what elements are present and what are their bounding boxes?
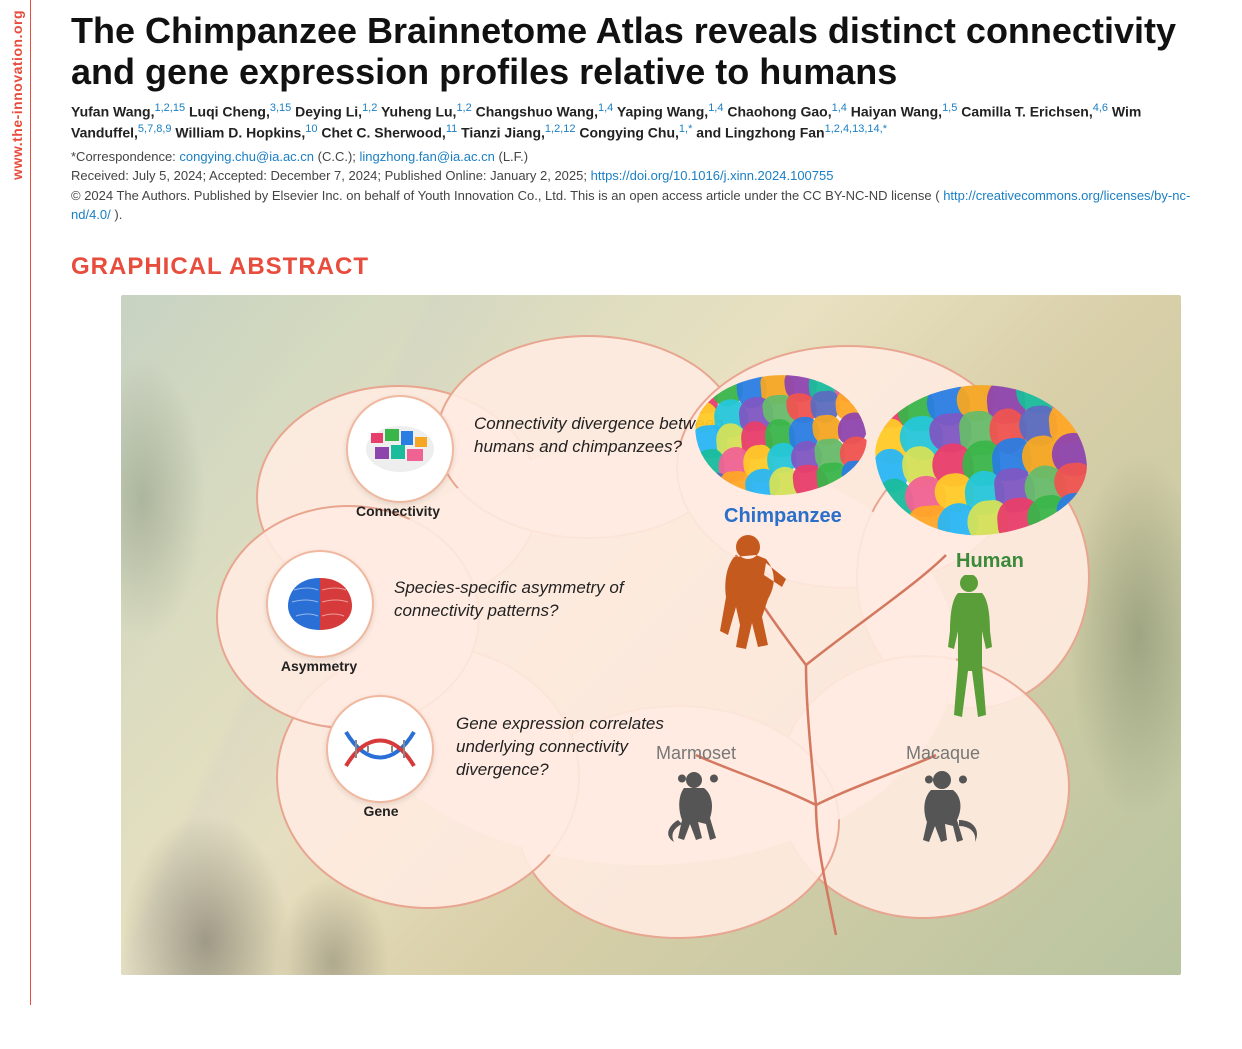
- chimpanzee-silhouette: [706, 535, 796, 655]
- article-page: www.the-innovation.org The Chimpanzee Br…: [30, 0, 1242, 1005]
- correspondence-line: *Correspondence: congying.chu@ia.ac.cn (…: [71, 147, 1212, 167]
- correspondence-email-2[interactable]: lingzhong.fan@ia.ac.cn: [360, 149, 495, 164]
- author-list: Yufan Wang,1,2,15 Luqi Cheng,3,15 Deying…: [71, 101, 1212, 143]
- gene-icon-circle: [326, 695, 434, 803]
- chimp-brain-parcellation: [691, 368, 871, 502]
- correspondence-email-1[interactable]: congying.chu@ia.ac.cn: [179, 149, 314, 164]
- correspondence-mid-2: (L.F.): [499, 149, 529, 164]
- journal-url-vertical[interactable]: www.the-innovation.org: [9, 10, 25, 180]
- copyright-suffix: ).: [114, 207, 122, 222]
- graphical-abstract-figure: Connectivity Connectivity divergence bet…: [121, 295, 1181, 975]
- human-label: Human: [956, 550, 1024, 573]
- asymmetry-question: Species-specific asymmetry of connectivi…: [394, 577, 644, 623]
- marmoset-silhouette: [666, 770, 736, 850]
- marmoset-label: Marmoset: [656, 743, 736, 764]
- asymmetry-brain-icon: [280, 572, 360, 636]
- dna-icon: [338, 722, 422, 776]
- connectivity-icon-circle: [346, 395, 454, 503]
- human-brain-parcellation: [870, 376, 1092, 544]
- copyright-line: © 2024 The Authors. Published by Elsevie…: [71, 186, 1212, 225]
- thought-cloud: Connectivity Connectivity divergence bet…: [216, 325, 1086, 945]
- macaque-silhouette: [911, 770, 986, 850]
- doi-link[interactable]: https://doi.org/10.1016/j.xinn.2024.1007…: [591, 168, 834, 183]
- asymmetry-icon-circle: [266, 550, 374, 658]
- human-silhouette: [936, 575, 996, 725]
- brain-icon: [363, 423, 437, 475]
- copyright-prefix: © 2024 The Authors. Published by Elsevie…: [71, 188, 940, 203]
- asymmetry-label: Asymmetry: [274, 658, 364, 674]
- gene-label: Gene: [356, 803, 406, 819]
- connectivity-label: Connectivity: [351, 503, 445, 519]
- dates-prefix: Received: July 5, 2024; Accepted: Decemb…: [71, 168, 591, 183]
- chimpanzee-label: Chimpanzee: [724, 505, 842, 528]
- section-graphical-abstract: GRAPHICAL ABSTRACT: [71, 253, 1212, 281]
- dates-line: Received: July 5, 2024; Accepted: Decemb…: [71, 166, 1212, 186]
- connectivity-question: Connectivity divergence between humans a…: [474, 413, 724, 459]
- correspondence-mid-1: (C.C.);: [318, 149, 360, 164]
- correspondence-prefix: *Correspondence:: [71, 149, 179, 164]
- macaque-label: Macaque: [906, 743, 980, 764]
- article-title: The Chimpanzee Brainnetome Atlas reveals…: [71, 10, 1212, 93]
